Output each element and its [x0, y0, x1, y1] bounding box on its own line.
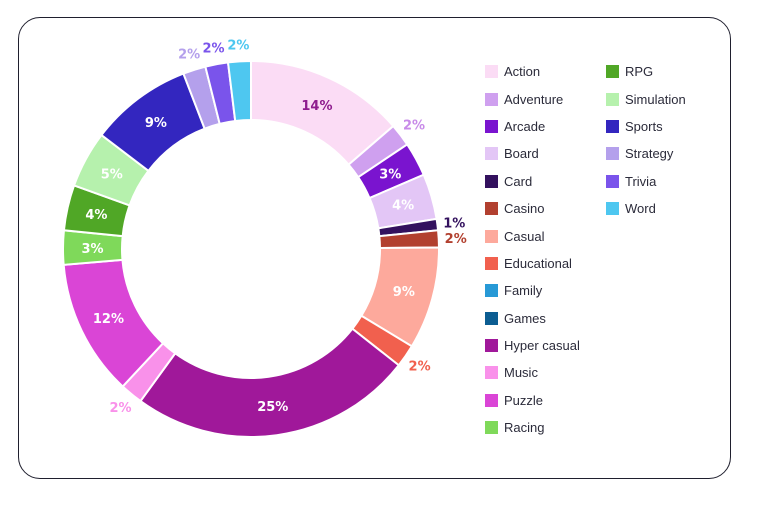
data-label-puzzle: 12%: [93, 312, 124, 327]
legend-label: Board: [504, 146, 539, 162]
data-label-adventure: 2%: [403, 119, 425, 134]
legend-swatch: [485, 393, 498, 407]
legend-label: Arcade: [504, 118, 546, 134]
slice-hyper-casual: [139, 327, 401, 438]
legend-label: Adventure: [504, 91, 564, 107]
legend-swatch: [606, 92, 619, 106]
legend-label: Word: [625, 201, 656, 217]
legend-label: Casino: [504, 201, 545, 217]
legend-swatch: [606, 174, 619, 188]
legend-item-music: Music: [485, 359, 580, 386]
legend-swatch: [485, 119, 498, 133]
legend-swatch: [606, 202, 619, 216]
slice-word: [226, 59, 252, 123]
data-label-casual: 9%: [393, 285, 415, 300]
data-label-racing: 3%: [81, 242, 103, 257]
data-label-sports: 9%: [145, 116, 167, 131]
legend-swatch: [485, 229, 498, 243]
data-label-rpg: 4%: [85, 208, 107, 223]
legend-swatch: [606, 65, 619, 79]
legend-swatch: [485, 311, 498, 325]
legend-item-puzzle: Puzzle: [485, 387, 580, 414]
legend-label: Racing: [504, 420, 545, 436]
legend-item-casual: Casual: [485, 222, 580, 249]
legend-swatch: [485, 366, 498, 380]
legend-label: Educational: [504, 255, 572, 271]
legend-item-arcade: Arcade: [485, 113, 580, 140]
legend-label: RPG: [625, 64, 654, 80]
data-label-simulation: 5%: [101, 167, 123, 182]
legend-item-racing: Racing: [485, 414, 580, 441]
legend-item-action: Action: [485, 58, 580, 85]
legend-item-simulation: Simulation: [606, 85, 686, 112]
data-label-card: 1%: [443, 216, 465, 231]
legend-label: Puzzle: [504, 392, 544, 408]
legend-item-adventure: Adventure: [485, 85, 580, 112]
legend-swatch: [485, 92, 498, 106]
legend-item-rpg: RPG: [606, 58, 686, 85]
legend-label: Simulation: [625, 91, 686, 107]
data-label-music: 2%: [110, 401, 132, 416]
data-label-strategy: 2%: [178, 48, 200, 63]
legend-label: Family: [504, 283, 543, 299]
legend-label: Casual: [504, 228, 545, 244]
legend-label: Games: [504, 310, 546, 326]
legend-item-family: Family: [485, 277, 580, 304]
legend-swatch: [485, 147, 498, 161]
legend-label: Sports: [625, 118, 663, 134]
legend-swatch: [485, 339, 498, 353]
data-label-trivia: 2%: [202, 41, 224, 56]
legend-swatch: [606, 119, 619, 133]
data-label-casino: 2%: [445, 232, 467, 247]
legend-label: Action: [504, 64, 541, 80]
legend-item-educational: Educational: [485, 250, 580, 277]
data-label-hyper-casual: 25%: [257, 400, 288, 415]
data-label-action: 14%: [301, 99, 332, 114]
data-label-educational: 2%: [409, 360, 431, 375]
legend-label: Strategy: [625, 146, 674, 162]
legend-swatch: [485, 202, 498, 216]
legend-item-card: Card: [485, 168, 580, 195]
legend-left-column: Action Adventure Arcade Board Card Casino Casu…: [485, 58, 580, 441]
legend-item-games: Games: [485, 305, 580, 332]
data-label-board: 4%: [392, 199, 414, 214]
legend-label: Music: [504, 365, 538, 381]
legend-swatch: [485, 421, 498, 435]
legend-swatch: [485, 284, 498, 298]
legend-item-board: Board: [485, 140, 580, 167]
legend-label: Card: [504, 173, 533, 189]
legend-item-strategy: Strategy: [606, 140, 686, 167]
legend-swatch: [485, 65, 498, 79]
legend-swatch: [485, 256, 498, 270]
legend-label: Hyper casual: [504, 338, 580, 354]
legend-swatch: [485, 174, 498, 188]
legend-item-casino: Casino: [485, 195, 580, 222]
legend-item-hyper-casual: Hyper casual: [485, 332, 580, 359]
legend-item-trivia: Trivia: [606, 168, 686, 195]
legend-swatch: [606, 147, 619, 161]
legend-item-sports: Sports: [606, 113, 686, 140]
legend-item-word: Word: [606, 195, 686, 222]
legend-right-column: RPG Simulation Sports Strategy Trivia Word: [606, 58, 686, 222]
legend-label: Trivia: [625, 173, 657, 189]
data-label-word: 2%: [227, 38, 249, 53]
data-label-arcade: 3%: [379, 167, 401, 182]
